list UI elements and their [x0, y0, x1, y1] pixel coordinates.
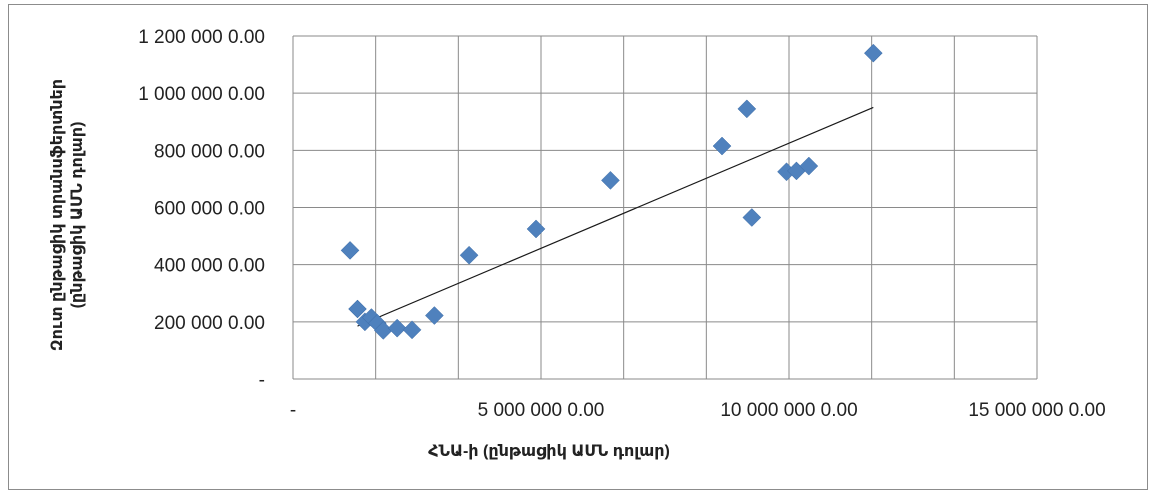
data-point [526, 219, 546, 239]
chart-frame: - 5 000 000 0.00 10 000 000 0.00 15 000 000… [8, 4, 1148, 490]
grid-lines [292, 35, 1038, 380]
data-point [799, 156, 819, 176]
y-tick-label: 1 000 000 0.00 [138, 84, 265, 105]
data-point [601, 170, 620, 190]
x-tick-label: 10 000 000 0.00 [720, 400, 857, 421]
data-point [340, 241, 360, 260]
data-point [387, 318, 407, 338]
data-point [459, 245, 479, 265]
x-tick-label: 5 000 000 0.00 [478, 400, 605, 421]
y-tick-label: 600 000 0.00 [154, 199, 265, 220]
y-tick-label: 1 200 000 0.00 [138, 27, 265, 48]
y-tick-label: 200 000 0.00 [154, 313, 265, 334]
x-axis-title: ՀՆԱ-ի (ընթացիկ ԱՄՆ դոլար) [428, 443, 670, 460]
data-point [742, 208, 762, 227]
data-point [425, 306, 444, 325]
data-point [402, 320, 422, 340]
y-axis-title-line1: Զուտ ընթացիկ տրանսֆերտներ [49, 79, 66, 351]
data-point [737, 99, 757, 119]
scatter-chart: - 5 000 000 0.00 10 000 000 0.00 15 000 000… [49, 27, 1106, 460]
y-tick-label: 400 000 0.00 [154, 256, 265, 277]
x-tick-label: 15 000 000 0.00 [968, 400, 1105, 421]
trendline [357, 106, 874, 327]
data-point [863, 43, 883, 63]
y-tick-label: 800 000 0.00 [154, 141, 265, 162]
data-point [348, 299, 367, 319]
data-point [712, 136, 732, 156]
x-tick-labels: - 5 000 000 0.00 10 000 000 0.00 15 000 000… [290, 400, 1106, 421]
y-axis-title-line2: (ընթացիկ ԱՄՆ դոլար) [69, 122, 86, 309]
y-tick-label: - [259, 370, 265, 391]
data-points [340, 43, 883, 340]
trendline-group [357, 106, 874, 327]
x-tick-label: - [290, 400, 296, 421]
y-tick-labels: - 200 000 0.00 400 000 0.00 600 000 0.00 800… [138, 27, 265, 391]
